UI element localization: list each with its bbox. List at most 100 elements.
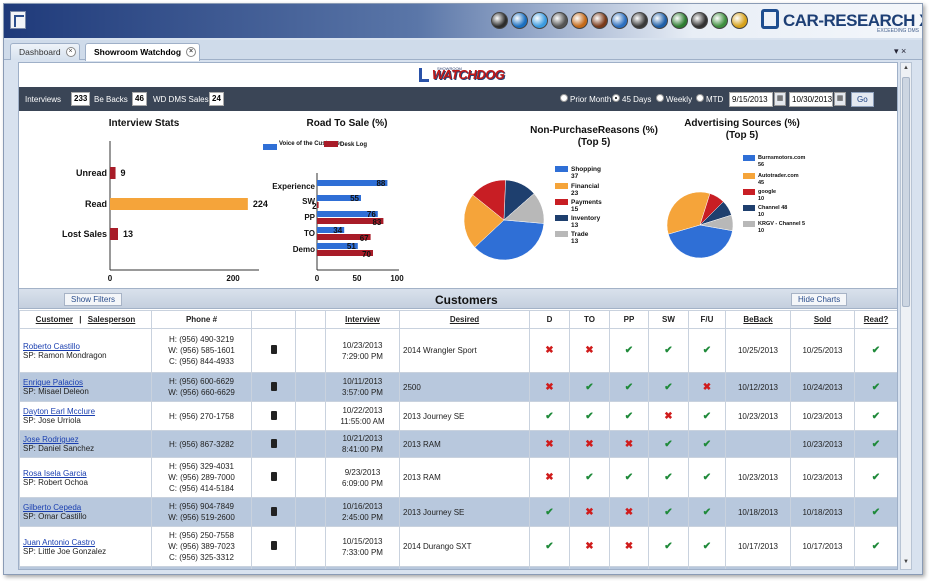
graduation-icon[interactable] <box>691 12 708 29</box>
to-cell: ✔ <box>569 401 610 431</box>
tick-label: 0 <box>108 274 113 283</box>
desired-header[interactable]: Desired <box>399 310 530 329</box>
close-icon[interactable]: × <box>186 47 197 57</box>
interview-cell: 10/15/2013 7:33:00 PM <box>325 526 400 567</box>
phone-icon[interactable] <box>270 345 277 354</box>
close-icon[interactable]: × <box>65 47 76 57</box>
scroll-thumb[interactable] <box>902 77 910 307</box>
sw-cell: ✔ <box>648 457 689 498</box>
bebacks-count[interactable]: 46 <box>132 92 147 106</box>
customer-name-link[interactable]: Juan Antonio Castro <box>23 537 96 547</box>
interview-date: 9/23/2013 <box>344 467 381 477</box>
radio-45-days[interactable] <box>612 94 620 102</box>
salesperson-header[interactable]: Salesperson <box>87 315 136 324</box>
radio-prior-month[interactable] <box>560 94 568 102</box>
calendar-icon[interactable]: ▦ <box>774 92 786 106</box>
fu-header: F/U <box>688 310 726 329</box>
hide-charts-button[interactable]: Hide Charts <box>791 293 848 306</box>
date-from-input[interactable]: 9/15/2013 <box>729 92 773 107</box>
dashboard-gauge-icon[interactable] <box>491 12 508 29</box>
table-row[interactable]: Rosa Isela Garcia SP: Robert Ochoa H: (956… <box>19 457 897 498</box>
app-logo-icon[interactable] <box>10 11 26 29</box>
phone-icon-cell <box>251 372 296 402</box>
interview-header[interactable]: Interview <box>325 310 400 329</box>
table-row[interactable]: Gilberto Cepeda SP: Omar Castillo H: (956)… <box>19 497 897 527</box>
d-cell: ✖ <box>529 328 570 373</box>
phone-icon[interactable] <box>270 381 277 391</box>
pass-check-icon: ✔ <box>585 410 594 422</box>
to-cell <box>569 566 610 569</box>
interview-time: 6:09:00 PM <box>342 478 383 488</box>
customer-salesperson-header[interactable]: Customer | Salesperson <box>19 310 152 329</box>
customer-name-link[interactable]: Jose Rodriguez <box>23 435 79 444</box>
phone-icon[interactable] <box>270 472 277 481</box>
data-label: 55 <box>350 194 359 203</box>
sold-header[interactable]: Sold <box>790 310 855 329</box>
tab-dashboard[interactable]: Dashboard × <box>10 43 80 60</box>
read-header[interactable]: Read? <box>854 310 897 329</box>
radio-weekly[interactable] <box>656 94 664 102</box>
table-row[interactable]: Michael BrizuelasH: (956) 369-7773 10/16/… <box>19 566 897 569</box>
vertical-scrollbar[interactable]: ▲ ▼ <box>900 62 912 570</box>
lock-icon[interactable] <box>731 12 748 29</box>
tab-menu-icon[interactable]: ▾ × <box>894 46 907 56</box>
show-filters-button[interactable]: Show Filters <box>64 293 123 306</box>
beback-header[interactable]: BeBack <box>725 310 791 329</box>
table-row[interactable]: Juan Antonio Castro SP: Little Joe Gonzal… <box>19 526 897 567</box>
globe-network-icon[interactable] <box>611 12 628 29</box>
legend-value: 10 <box>758 228 764 234</box>
phone-number: H: (956) 250-7558 <box>169 531 234 540</box>
table-row[interactable]: Dayton Earl Mcclure SP: Jose Urriola H: (9… <box>19 401 897 431</box>
radio-mtd-label: MTD <box>706 95 724 104</box>
chart-subtitle: (Top 5) <box>726 130 759 141</box>
sw-cell: ✔ <box>648 372 689 402</box>
customer-name-link[interactable]: Enrique Palacios <box>23 378 84 387</box>
pp-header: PP <box>609 310 649 329</box>
interviews-count[interactable]: 233 <box>71 92 91 106</box>
walker-icon[interactable] <box>531 12 548 29</box>
globe-icon[interactable] <box>511 12 528 29</box>
phone-icon[interactable] <box>270 410 277 420</box>
customer-cell: Rosa Isela Garcia SP: Robert Ochoa <box>19 457 152 498</box>
help-icon[interactable] <box>711 12 728 29</box>
chart-title: Road To Sale (%) <box>307 118 388 129</box>
web-icon[interactable] <box>651 12 668 29</box>
date-to-input[interactable]: 10/30/2013 <box>789 92 833 107</box>
customer-name-link[interactable]: Gilberto Cepeda <box>23 503 82 512</box>
phone-icon[interactable] <box>270 506 277 516</box>
go-button[interactable]: Go <box>851 92 874 107</box>
scroll-up-icon[interactable]: ▲ <box>903 65 909 71</box>
fail-x-icon: ✖ <box>545 381 554 393</box>
fail-x-icon: ✖ <box>585 438 594 450</box>
pass-check-icon: ✔ <box>664 381 673 393</box>
data-label: 34 <box>333 226 342 235</box>
pass-check-icon: ✔ <box>664 541 673 552</box>
pass-check-icon: ✔ <box>702 541 712 552</box>
pass-check-icon: ✔ <box>664 438 673 450</box>
phone-icon[interactable] <box>270 541 277 550</box>
customer-name-link[interactable]: Rosa Isela Garcia <box>23 468 87 478</box>
wd-dms-sales-count[interactable]: 24 <box>209 92 224 106</box>
data-label: 51 <box>347 242 356 251</box>
table-row[interactable]: Jose Rodriguez SP: Daniel Sanchez H: (956)… <box>19 430 897 458</box>
calendar-icon[interactable]: ▦ <box>834 92 846 106</box>
interview-time: 11:55:00 AM <box>340 417 385 426</box>
customer-name-link[interactable]: Dayton Earl Mcclure <box>23 407 96 416</box>
customer-header[interactable]: Customer <box>35 315 74 324</box>
fu-cell <box>688 566 726 569</box>
sw-cell: ✔ <box>648 497 689 527</box>
legend-label: KRGV - Channel 5 <box>758 221 805 227</box>
phone-icon[interactable] <box>631 12 648 29</box>
calculator-icon[interactable] <box>671 12 688 29</box>
community-icon[interactable] <box>591 12 608 29</box>
scroll-down-icon[interactable]: ▼ <box>903 559 909 565</box>
customer-name-link[interactable]: Roberto Castillo <box>23 341 80 351</box>
table-row[interactable]: Enrique Palacios SP: Misael Deleon H: (956… <box>19 372 897 402</box>
car-icon[interactable] <box>551 12 568 29</box>
sw-cell: ✔ <box>648 430 689 458</box>
table-row[interactable]: Roberto Castillo SP: Ramon Mondragon H: (9… <box>19 328 897 373</box>
tab-showroom-watchdog[interactable]: Showroom Watchdog × <box>85 43 201 61</box>
radio-mtd[interactable] <box>696 94 704 102</box>
phone-icon[interactable] <box>270 438 277 448</box>
users-icon[interactable] <box>571 12 588 29</box>
